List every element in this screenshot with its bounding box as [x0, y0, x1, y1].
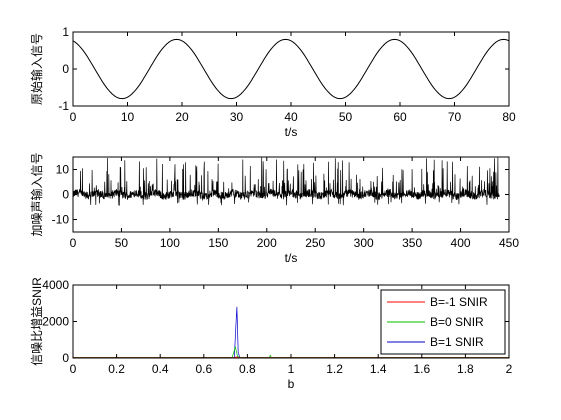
- legend: B=-1 SNIR B=0 SNIR B=1 SNIR: [380, 289, 506, 355]
- y-tick-label: 10: [56, 163, 70, 177]
- x-tick-label: 300: [354, 236, 374, 250]
- x-tick-label: 350: [402, 236, 422, 250]
- x-tick-label: 1.8: [457, 362, 474, 376]
- x-tick-label: 200: [257, 236, 277, 250]
- x-tick-label: 0: [70, 110, 77, 124]
- legend-label: B=0 SNIR: [430, 315, 484, 329]
- x-tick-label: 0: [70, 236, 77, 250]
- x-tick-label: 1.4: [370, 362, 387, 376]
- series-line-1: [73, 157, 500, 206]
- series-line-1: [73, 38, 509, 100]
- y-tick-label: 0: [62, 351, 69, 365]
- x-tick-label: 0.2: [108, 362, 125, 376]
- legend-label: B=-1 SNIR: [430, 295, 488, 309]
- x-tick-label: 400: [451, 236, 471, 250]
- y-tick-label: 0: [62, 188, 69, 202]
- x-tick-label: 0.4: [152, 362, 169, 376]
- x-tick-label: 80: [502, 110, 516, 124]
- legend-label: B=1 SNIR: [430, 335, 484, 349]
- x-tick-label: 10: [121, 110, 135, 124]
- x-tick-label: 30: [230, 110, 244, 124]
- panel-2: 0 50 100 150 200 250 300 350 400 450-10010t/s加噪声输…: [29, 152, 519, 265]
- x-tick-label: 0: [70, 362, 77, 376]
- y-tick-label: 2000: [42, 315, 69, 329]
- x-tick-label: 1.2: [326, 362, 343, 376]
- x-tick-label: 150: [208, 236, 228, 250]
- y-axis-label: 原始输入信号: [29, 33, 44, 105]
- y-axis-label: 信噪比增益SNIR: [30, 277, 44, 366]
- x-tick-label: 0.8: [239, 362, 256, 376]
- x-tick-label: 20: [175, 110, 189, 124]
- x-tick-label: 40: [284, 110, 298, 124]
- y-tick-label: 4000: [42, 278, 69, 292]
- x-tick-label: 70: [448, 110, 462, 124]
- y-tick-label: 0: [62, 62, 69, 76]
- x-tick-label: 450: [499, 236, 519, 250]
- x-axis-label: t/s: [285, 251, 298, 265]
- x-tick-label: 50: [115, 236, 129, 250]
- x-tick-label: 100: [160, 236, 180, 250]
- x-tick-label: 1: [288, 362, 295, 376]
- panel-3: 0 0.2 0.4 0.6 0.8 1 1.2 1.4 1.6 1.8 2 0 2000 4000 b 信噪比…: [30, 277, 513, 391]
- x-axis-label: b: [288, 377, 295, 391]
- x-axis-label: t/s: [285, 125, 298, 139]
- x-tick-label: 60: [393, 110, 407, 124]
- x-tick-label: 250: [305, 236, 325, 250]
- x-tick-label: 0.6: [195, 362, 212, 376]
- y-tick-label: -1: [58, 99, 69, 113]
- y-axis-label: 加噪声输入信号: [29, 152, 44, 236]
- x-tick-label: 2: [506, 362, 513, 376]
- y-tick-label: 1: [62, 25, 69, 39]
- x-tick-label: 50: [339, 110, 353, 124]
- y-tick-label: -10: [52, 213, 70, 227]
- axes-box: [72, 31, 510, 107]
- x-tick-label: 1.6: [413, 362, 430, 376]
